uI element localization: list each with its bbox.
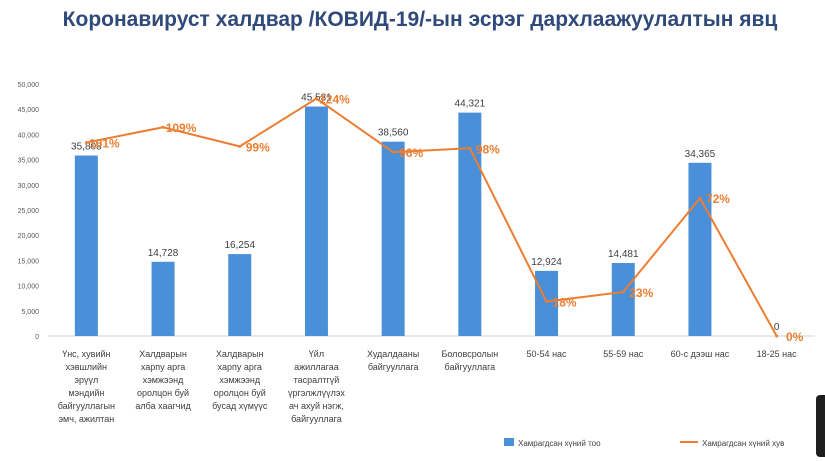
line-point bbox=[161, 125, 165, 129]
x-tick-label: харпу арга bbox=[218, 362, 262, 372]
x-tick-label: байгууллага bbox=[291, 414, 342, 424]
bar bbox=[381, 141, 405, 336]
x-tick-label: 60-с дээш нас bbox=[671, 349, 730, 359]
x-tick-label: бусад хүмүүс bbox=[212, 401, 268, 411]
line-value-label: 23% bbox=[629, 286, 653, 300]
line-value-label: 109% bbox=[166, 121, 197, 135]
y-tick-label: 45,000 bbox=[18, 107, 40, 114]
x-tick-label: Халдварын bbox=[216, 349, 264, 359]
bar-value-label: 35,808 bbox=[71, 142, 102, 153]
line-point bbox=[621, 290, 625, 294]
bar-value-label: 34,365 bbox=[685, 149, 716, 160]
line-value-label: 99% bbox=[246, 140, 270, 154]
x-tick-label: эрүүл bbox=[74, 375, 98, 385]
bar bbox=[151, 261, 175, 336]
bar bbox=[304, 106, 328, 336]
bar-value-label: 44,321 bbox=[455, 99, 486, 110]
line-value-label: 0% bbox=[786, 330, 804, 344]
x-tick-label: ач ахуй нэгж, bbox=[289, 401, 344, 411]
y-tick-label: 25,000 bbox=[18, 208, 40, 215]
line-value-label: 72% bbox=[706, 192, 730, 206]
x-tick-label: байгууллага bbox=[445, 362, 496, 372]
legend-label-line: Хамрагдсан хүний хув bbox=[702, 439, 784, 448]
y-tick-label: 0 bbox=[35, 334, 39, 341]
x-tick-label: хэвшлийн bbox=[66, 362, 107, 372]
x-tick-label: мэндийн bbox=[68, 388, 104, 398]
window-edge bbox=[816, 395, 825, 457]
line-point bbox=[314, 97, 318, 101]
bar-value-label: 38,560 bbox=[378, 128, 409, 139]
x-tick-label: 18-25 нас bbox=[757, 349, 797, 359]
legend-label-bars: Хамрагдсан хүний тоо bbox=[518, 439, 601, 448]
y-tick-label: 30,000 bbox=[18, 183, 40, 190]
x-tick-label: хэмжээнд bbox=[143, 375, 184, 385]
legend-swatch-bars bbox=[504, 438, 514, 446]
bar bbox=[228, 254, 252, 336]
y-tick-label: 40,000 bbox=[18, 132, 40, 139]
bar-value-label: 16,254 bbox=[224, 240, 255, 251]
line-value-label: 96% bbox=[399, 146, 423, 160]
x-tick-label: тасралтгүй bbox=[294, 375, 340, 385]
bar bbox=[458, 112, 482, 336]
line-point bbox=[238, 144, 242, 148]
line-value-label: 101% bbox=[89, 137, 120, 151]
x-tick-label: оролцон буй bbox=[214, 388, 266, 398]
bar-value-label: 14,481 bbox=[608, 249, 639, 260]
bar bbox=[535, 270, 559, 336]
line-point bbox=[545, 300, 549, 304]
x-tick-label: ажиллагаа bbox=[294, 362, 339, 372]
x-tick-label: Үйл bbox=[309, 349, 324, 359]
x-tick-label: Халдварын bbox=[139, 349, 187, 359]
bar bbox=[611, 263, 635, 336]
y-tick-label: 5,000 bbox=[21, 309, 39, 316]
line-series bbox=[86, 97, 778, 337]
x-tick-label: харпу арга bbox=[141, 362, 185, 372]
bar-value-label: 14,728 bbox=[148, 248, 179, 259]
x-tick-label: 55-59 нас bbox=[603, 349, 643, 359]
line-value-label: 18% bbox=[553, 296, 577, 310]
line-point bbox=[391, 150, 395, 154]
x-tick-label: Боловсролын bbox=[441, 349, 498, 359]
line-point bbox=[775, 334, 779, 338]
x-tick-label: оролцон буй bbox=[137, 388, 189, 398]
line-point bbox=[468, 146, 472, 150]
x-tick-label: байгууллагын bbox=[58, 401, 115, 411]
bar bbox=[74, 155, 98, 336]
x-tick-label: 50-54 нас bbox=[527, 349, 567, 359]
x-tick-label: Худалдааны bbox=[367, 349, 419, 359]
x-tick-label: алба хаагчид bbox=[135, 401, 191, 411]
bar bbox=[688, 162, 712, 336]
line-point bbox=[84, 141, 88, 145]
y-tick-label: 10,000 bbox=[18, 284, 40, 291]
x-tick-label: эмч, ажилтан bbox=[58, 414, 114, 424]
y-tick-label: 50,000 bbox=[18, 82, 40, 89]
line-point bbox=[698, 196, 702, 200]
x-tick-label: байгууллага bbox=[368, 362, 419, 372]
y-tick-label: 20,000 bbox=[18, 233, 40, 240]
y-tick-label: 35,000 bbox=[18, 158, 40, 165]
bar-value-label: 0 bbox=[774, 322, 780, 333]
line-value-label: 124% bbox=[319, 93, 350, 107]
x-tick-label: хэмжээнд bbox=[219, 375, 260, 385]
line-value-label: 98% bbox=[476, 142, 500, 156]
x-tick-label: үргэлжлүүлэх bbox=[288, 388, 345, 398]
chart-title: Коронавируст халдвар /КОВИД-19/-ын эсрэг… bbox=[62, 8, 778, 31]
x-tick-label: Үнс, хувийн bbox=[62, 349, 110, 359]
y-tick-label: 15,000 bbox=[18, 258, 40, 265]
bar-value-label: 12,924 bbox=[531, 257, 562, 268]
